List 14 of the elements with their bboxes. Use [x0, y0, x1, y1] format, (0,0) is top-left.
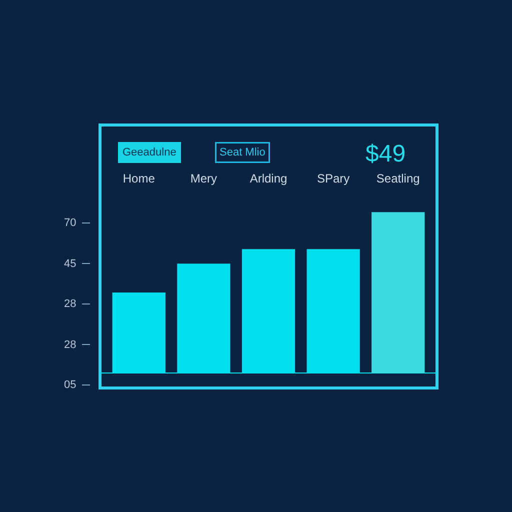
- text: Seat Mlio: [220, 146, 266, 158]
- bar: [372, 212, 425, 373]
- text: 28: [64, 339, 76, 351]
- x-tick-label: Seatling: [376, 172, 420, 186]
- x-tick-label: Mery: [190, 172, 218, 186]
- text: 05: [64, 379, 76, 391]
- text: Geeadulne: [122, 146, 176, 158]
- text: 70: [64, 217, 76, 229]
- x-tick-label: SPary: [316, 172, 350, 186]
- text: $49: [366, 140, 406, 168]
- text: 45: [64, 258, 76, 270]
- x-tick-label: Home: [122, 172, 156, 186]
- x-tick-label: Arlding: [250, 172, 288, 186]
- text: 28: [64, 298, 76, 310]
